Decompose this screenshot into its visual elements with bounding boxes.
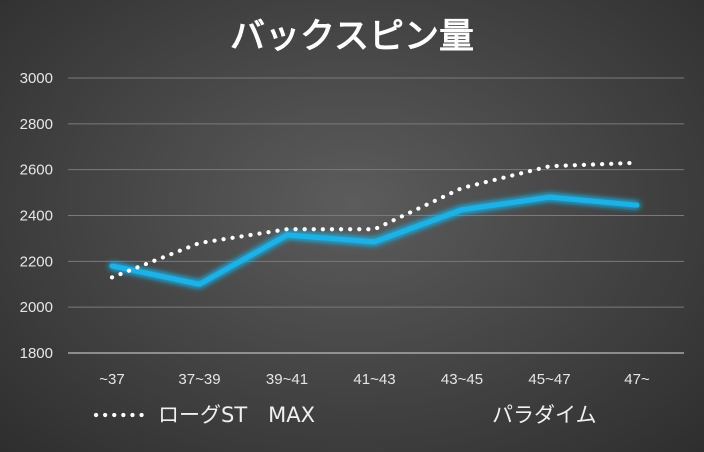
y-tick-label: 2600: [20, 162, 53, 179]
x-tick-label: ~37: [99, 371, 124, 388]
x-tick-label: 41~43: [353, 371, 395, 388]
series-line-rogue-st-max: [109, 160, 640, 280]
legend-label: パラダイム: [492, 403, 597, 427]
x-tick-label: 43~45: [441, 371, 483, 388]
legend-item-paradym: パラダイム: [435, 403, 597, 427]
legend: ローグST MAX パラダイム: [93, 403, 597, 427]
chart-title: バックスピン量: [230, 17, 474, 57]
series-line-paradym: [109, 194, 640, 287]
legend-label: ローグST MAX: [158, 403, 315, 427]
y-tick-label: 2200: [20, 253, 53, 270]
y-tick-label: 2800: [20, 116, 53, 133]
x-tick-label: 39~41: [266, 371, 308, 388]
x-tick-label: 45~47: [528, 371, 570, 388]
x-tick-label: 37~39: [178, 371, 220, 388]
y-tick-label: 1800: [20, 345, 53, 362]
series-layer: [109, 160, 640, 287]
grid: [68, 77, 684, 354]
y-tick-label: 2000: [20, 299, 53, 316]
y-axis-ticks: 1800 2000 2200 2400 2600 2800 3000: [20, 70, 53, 362]
x-axis-ticks: ~37 37~39 39~41 41~43 43~45 45~47 47~: [99, 371, 650, 388]
y-tick-label: 3000: [20, 70, 53, 87]
legend-item-rogue-st-max: ローグST MAX: [93, 403, 315, 427]
y-tick-label: 2400: [20, 208, 53, 225]
x-tick-label: 47~: [624, 371, 650, 388]
